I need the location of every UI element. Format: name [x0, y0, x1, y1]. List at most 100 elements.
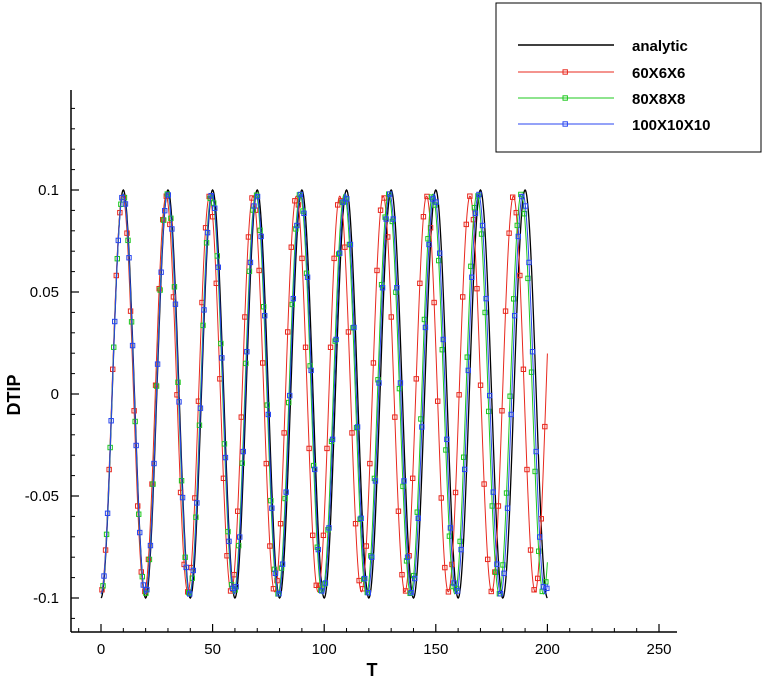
- series-marker: [315, 546, 321, 553]
- series-marker: [302, 344, 309, 351]
- series-marker: [404, 554, 411, 560]
- series-marker: [510, 296, 517, 302]
- series-marker: [487, 392, 493, 399]
- series-marker: [265, 411, 271, 418]
- series-marker: [536, 534, 543, 540]
- series-marker: [408, 590, 414, 596]
- series-marker: [387, 191, 393, 197]
- series-marker: [270, 586, 277, 592]
- series-marker: [400, 483, 406, 490]
- series-marker: [504, 505, 511, 511]
- series-marker: [500, 562, 506, 568]
- series-marker: [476, 191, 482, 198]
- series-marker: [133, 442, 139, 449]
- series-marker: [353, 425, 360, 431]
- series-marker: [212, 205, 218, 211]
- legend-marker: [562, 69, 568, 75]
- series-marker: [502, 308, 509, 314]
- series-marker: [520, 366, 527, 372]
- x-tick-label: 150: [423, 641, 448, 658]
- series-marker: [311, 462, 317, 469]
- series-marker: [229, 585, 236, 592]
- series-marker: [358, 515, 364, 521]
- series-marker: [156, 285, 162, 292]
- series-marker: [222, 454, 229, 461]
- series-marker: [531, 587, 537, 593]
- series-marker: [306, 445, 312, 452]
- series-marker: [519, 193, 525, 200]
- series-marker: [137, 529, 143, 536]
- series-marker: [140, 582, 146, 588]
- series-marker: [421, 316, 428, 323]
- series-marker: [160, 216, 166, 223]
- series-marker: [415, 515, 421, 521]
- series-marker: [469, 274, 475, 280]
- series-marker: [494, 561, 500, 567]
- series-marker: [379, 285, 386, 291]
- series-marker: [464, 354, 470, 360]
- y-tick-label: 0.1: [38, 182, 59, 199]
- x-tick-label: 0: [97, 641, 105, 658]
- series-marker: [219, 355, 225, 361]
- series-marker: [342, 244, 348, 250]
- series-marker: [357, 516, 363, 522]
- series-marker: [344, 196, 350, 202]
- series-marker: [375, 377, 381, 383]
- legend-label: 80X8X8: [632, 91, 685, 108]
- series-marker: [412, 575, 418, 582]
- series-marker: [135, 503, 141, 509]
- series-marker: [399, 571, 405, 578]
- series-marker: [417, 280, 423, 287]
- series-marker: [363, 543, 369, 549]
- series-marker: [190, 567, 196, 574]
- series-marker: [458, 546, 464, 553]
- series-marker: [158, 269, 164, 275]
- series-marker: [269, 505, 275, 511]
- series-marker: [376, 380, 382, 386]
- series-marker: [542, 423, 548, 430]
- series-marker: [425, 236, 431, 242]
- series-marker: [392, 414, 398, 420]
- series-marker: [419, 424, 425, 430]
- series-marker: [172, 301, 179, 307]
- series-marker: [362, 575, 368, 582]
- series-marker: [152, 382, 159, 388]
- series-marker: [292, 198, 298, 204]
- series-marker: [443, 447, 449, 453]
- series-marker: [337, 250, 343, 256]
- series-marker: [329, 436, 336, 443]
- series-marker: [377, 207, 384, 213]
- series-marker: [208, 192, 214, 199]
- series-marker: [465, 367, 471, 374]
- series-marker: [527, 547, 534, 553]
- series-marker: [529, 349, 536, 355]
- series-marker: [517, 272, 523, 279]
- series-marker: [349, 430, 355, 436]
- y-tick-label: -0.1: [33, 590, 59, 607]
- series-marker: [257, 227, 263, 234]
- series-marker: [390, 216, 396, 222]
- series-marker: [484, 556, 491, 563]
- series-marker: [524, 466, 530, 473]
- series-marker: [433, 199, 439, 205]
- series-marker: [526, 259, 532, 266]
- series-marker: [436, 257, 442, 264]
- series-marker: [512, 312, 518, 319]
- x-tick-label: 100: [312, 641, 337, 658]
- series-marker: [439, 346, 445, 353]
- series-marker: [388, 314, 394, 320]
- series-marker: [245, 234, 252, 240]
- series-marker: [374, 267, 380, 274]
- series-marker: [365, 590, 371, 596]
- series-marker: [253, 192, 260, 198]
- series-marker: [162, 207, 168, 214]
- series-marker: [263, 460, 269, 467]
- series-marker: [313, 582, 319, 589]
- series-marker: [246, 268, 253, 274]
- series-marker: [478, 231, 485, 237]
- series-marker: [463, 221, 469, 228]
- series-marker: [299, 255, 305, 262]
- series-marker: [361, 576, 367, 582]
- series-marker: [354, 424, 361, 430]
- x-tick-label: 200: [535, 641, 560, 658]
